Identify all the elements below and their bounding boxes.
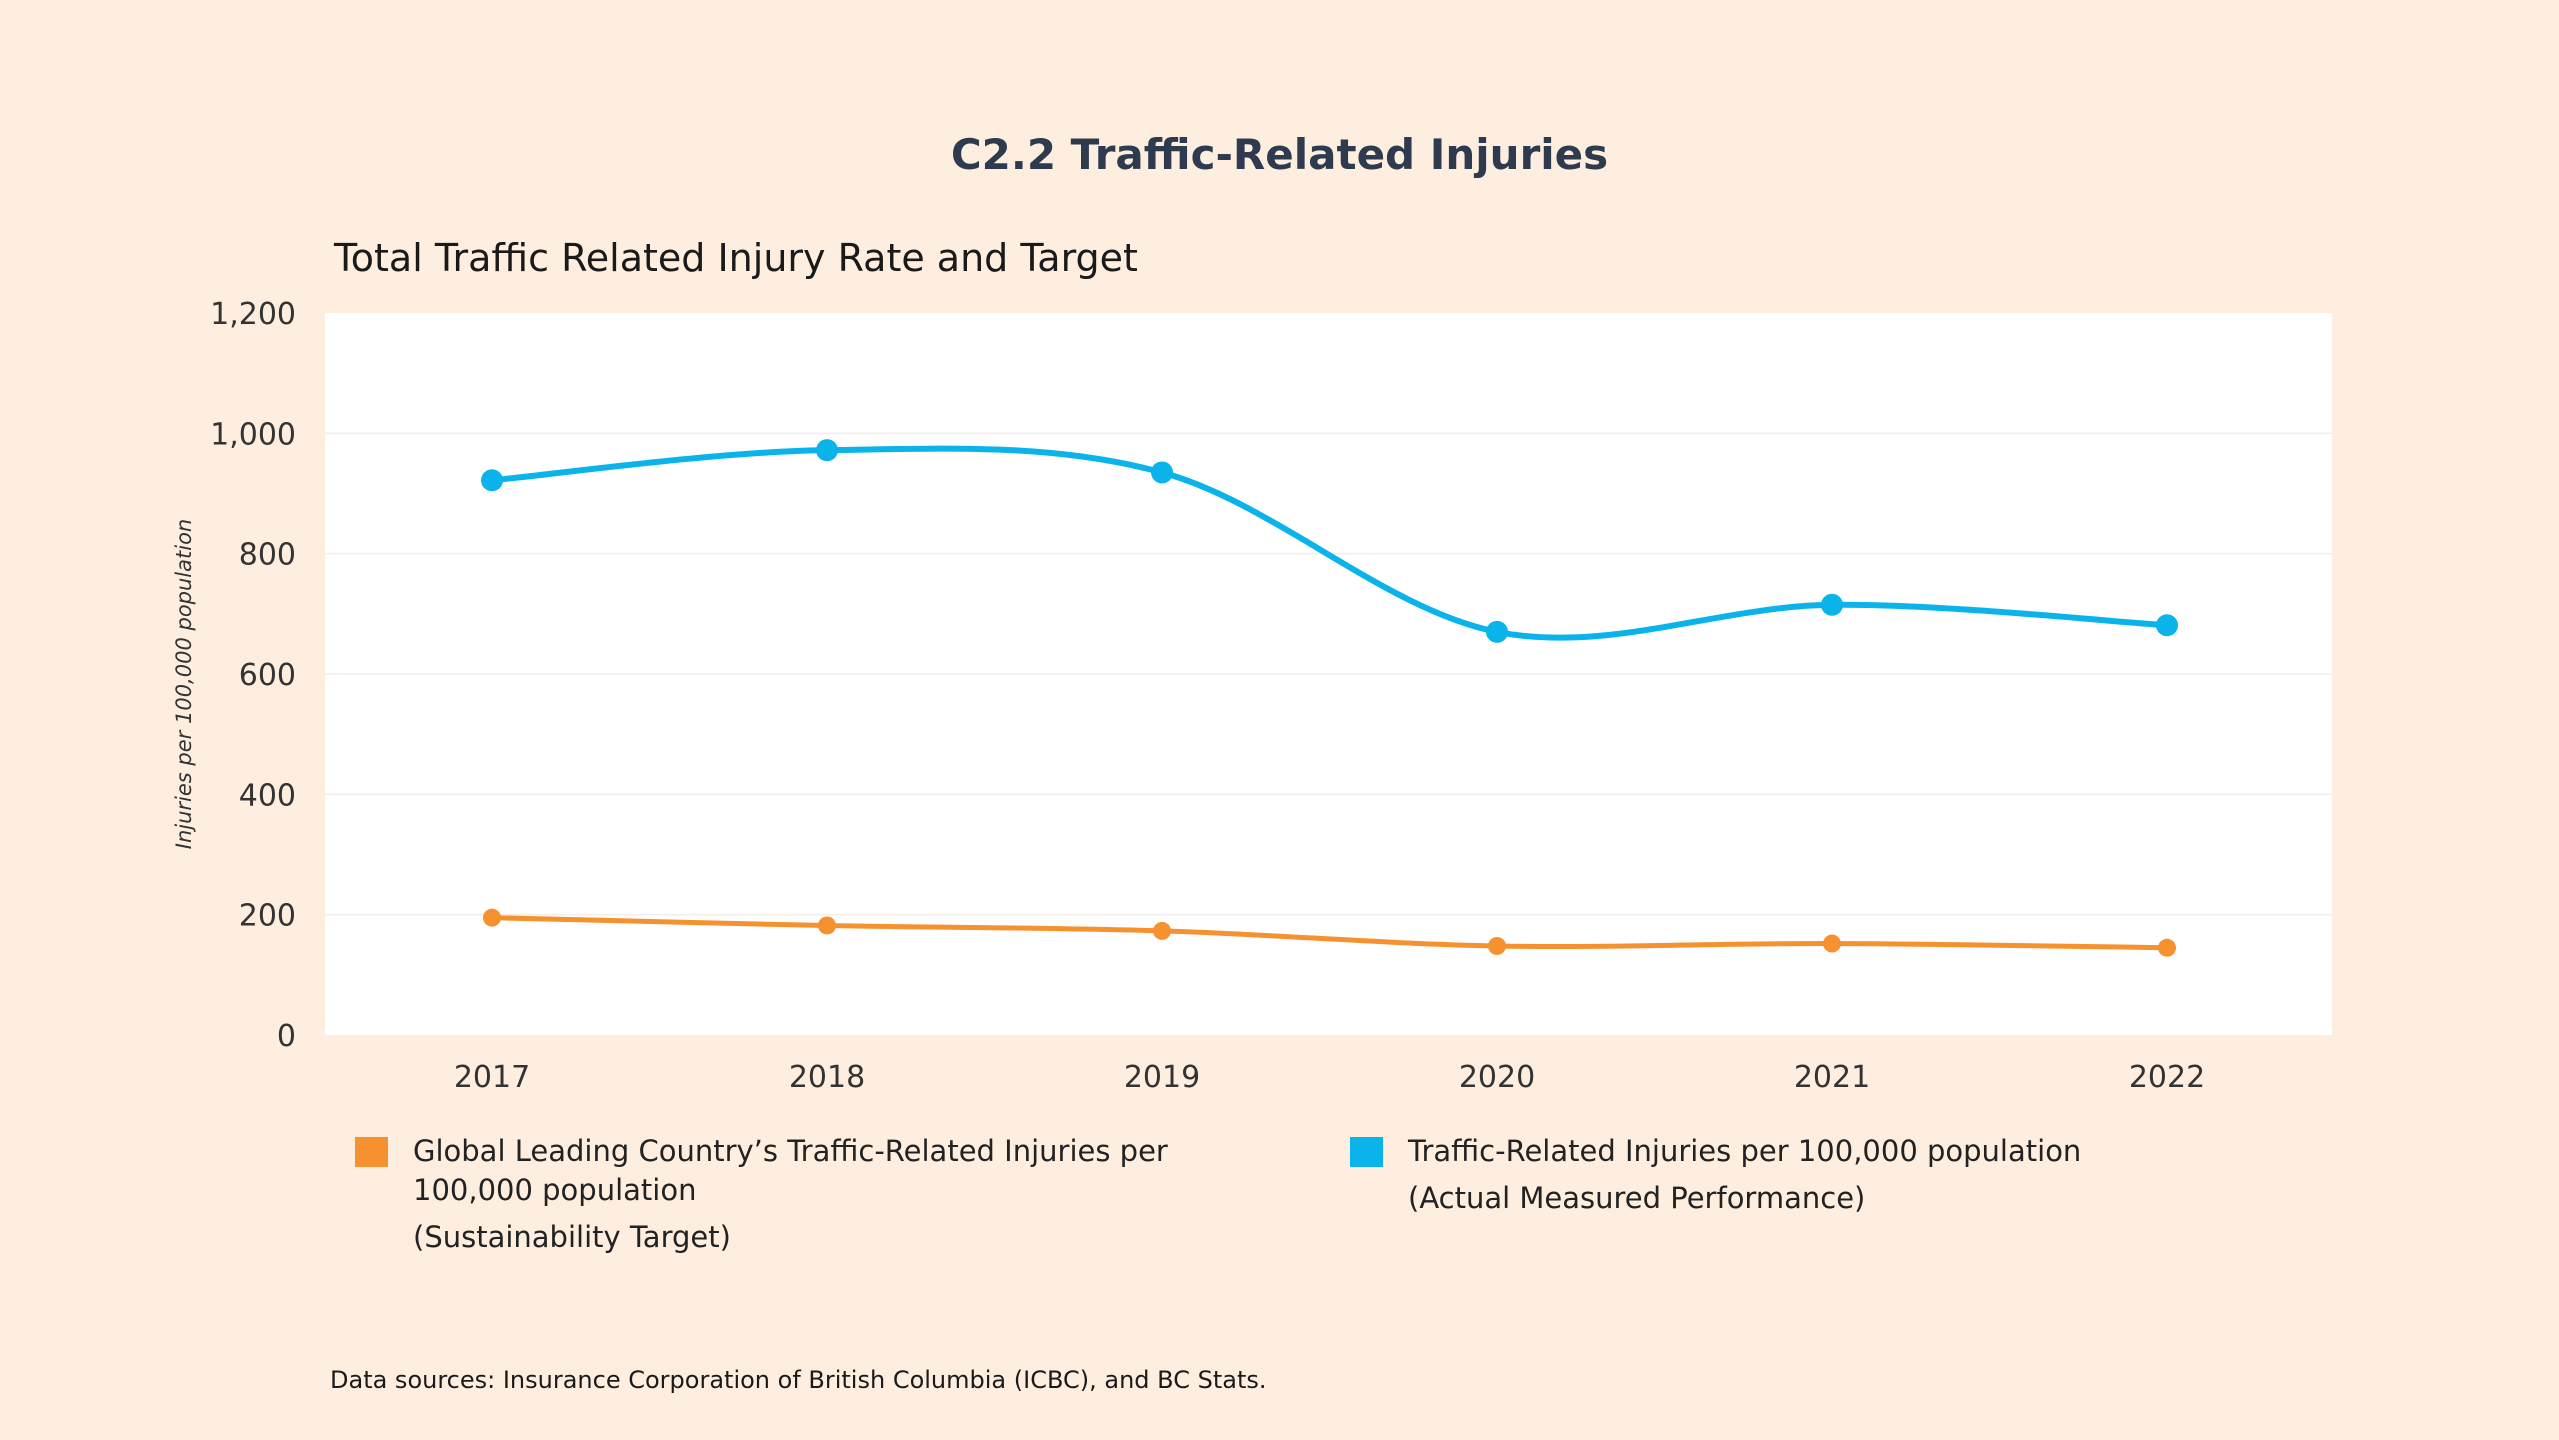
y-axis-label: Injuries per 100,000 population (172, 519, 196, 849)
data-point-actual (1821, 593, 1843, 616)
data-point-actual (1151, 461, 1173, 484)
data-point-actual (481, 469, 503, 492)
data-point-target (1488, 936, 1506, 955)
series-line-actual (489, 445, 2170, 641)
y-tick-label: 1,200 (210, 297, 296, 332)
data-point-actual (816, 439, 838, 462)
y-tick-label: 200 (239, 899, 296, 934)
page-title: C2.2 Traffic-Related Injuries (950, 130, 1609, 179)
y-tick-label: 400 (239, 778, 296, 813)
data-source-note: Data sources: Insurance Corporation of B… (330, 1366, 1267, 1394)
legend-swatch-actual (1350, 1137, 1383, 1167)
x-tick-label: 2021 (1794, 1060, 1870, 1095)
series-line-target (489, 915, 2170, 951)
y-tick-label: 1,000 (210, 417, 296, 452)
data-point-actual (1486, 620, 1508, 643)
y-axis-ticks: 0 200 400 600 800 1,000 1,200 (210, 297, 296, 1054)
legend-sublabel-target: (Sustainability Target) (413, 1220, 731, 1254)
y-tick-label: 800 (239, 538, 296, 573)
y-tick-label: 0 (277, 1019, 296, 1054)
legend-item-target: Global Leading Country’s Traffic-Related… (355, 1132, 1175, 1257)
x-tick-label: 2019 (1124, 1060, 1200, 1095)
x-tick-label: 2018 (789, 1060, 865, 1095)
legend-swatch-target (355, 1137, 388, 1167)
series-layer (481, 439, 2178, 957)
legend-label-target: Global Leading Country’s Traffic-Related… (413, 1134, 1168, 1207)
data-point-target (1153, 921, 1171, 940)
x-tick-label: 2022 (2129, 1060, 2205, 1095)
legend-label-actual: Traffic-Related Injuries per 100,000 pop… (1408, 1134, 2082, 1168)
data-point-actual (2156, 614, 2178, 637)
legend-item-actual: Traffic-Related Injuries per 100,000 pop… (1350, 1132, 2250, 1218)
y-tick-label: 600 (239, 658, 296, 693)
data-point-target (483, 908, 501, 927)
data-point-target (1823, 934, 1841, 953)
chart-title: Total Traffic Related Injury Rate and Ta… (334, 236, 1138, 280)
x-tick-label: 2020 (1459, 1060, 1535, 1095)
legend-sublabel-actual: (Actual Measured Performance) (1408, 1181, 1866, 1215)
x-tick-label: 2017 (454, 1060, 530, 1095)
data-point-target (818, 916, 836, 935)
x-axis-ticks: 2017 2018 2019 2020 2021 2022 (454, 1060, 2205, 1095)
data-point-target (2158, 938, 2176, 957)
